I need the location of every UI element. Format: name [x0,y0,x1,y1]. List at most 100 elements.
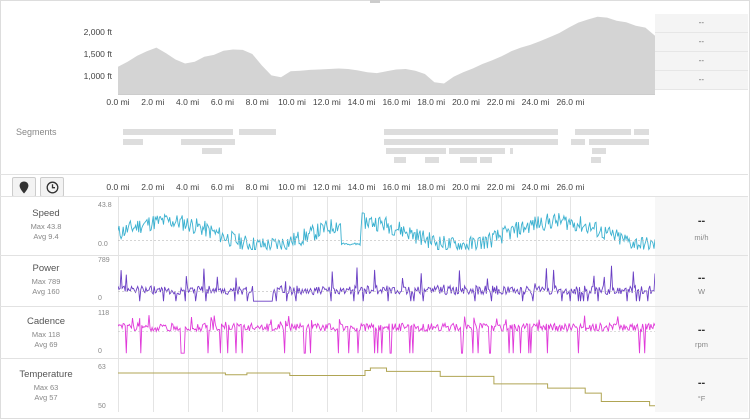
distance-tick-label: 8.0 mi [245,182,269,192]
side-value-3: -- [655,52,748,71]
segment-bar[interactable] [449,148,505,154]
cadence-avg: Avg 69 [34,340,58,349]
distance-tick-label: 22.0 mi [486,182,515,192]
grid-line [396,196,398,412]
segments-title: Segments [16,127,57,137]
cadence-value: -- [697,324,706,336]
segment-bar[interactable] [384,129,558,135]
elevation-baseline [118,94,655,95]
segment-bar[interactable] [425,157,439,163]
segment-bar[interactable] [181,139,235,145]
power-chart[interactable] [118,259,655,304]
cadence-scale-bottom: 0 [98,348,102,355]
distance-tick-label: 0.0 mi [106,182,130,192]
speed-value-box: -- mi/h [655,197,748,255]
distance-tick-label: 18.0 mi [417,97,446,107]
segment-bar[interactable] [460,157,477,163]
speed-label: Speed [32,208,60,219]
elevation-profile-chart[interactable] [118,14,655,94]
segment-bar[interactable] [480,157,492,163]
distance-tick-label: 24.0 mi [521,182,550,192]
power-trace [118,265,655,302]
power-avg: Avg 160 [32,287,60,296]
speed-chart[interactable] [118,200,655,252]
speed-scale-top: 43.8 [98,202,112,209]
time-toggle-button[interactable] [40,177,64,197]
distance-tick-label: 0.0 mi [106,97,130,107]
power-unit: W [697,287,706,296]
cadence-max: Max 118 [31,330,61,339]
segment-bar[interactable] [394,157,406,163]
speed-scale-bottom: 0.0 [98,241,108,248]
grid-line [570,196,572,412]
segment-bar[interactable] [123,139,143,145]
cadence-chart[interactable] [118,311,655,356]
distance-tick-label: 2.0 mi [141,182,165,192]
section-divider [0,196,748,197]
speed-avg: Avg 9.4 [33,232,59,241]
segment-bar[interactable] [634,129,649,135]
grid-line [187,196,189,412]
distance-tick-label: 10.0 mi [278,182,306,192]
elevation-tick-1000: 1,000 ft [83,71,112,81]
grid-line [222,196,224,412]
power-label: Power [32,263,60,274]
power-value: -- [697,272,706,284]
resize-handle[interactable] [370,0,380,3]
section-divider [0,174,748,175]
grid-line [118,196,119,412]
cadence-trace [118,315,655,354]
segment-bar[interactable] [575,129,631,135]
distance-tick-label: 12.0 mi [312,97,341,107]
temperature-avg: Avg 57 [34,393,58,402]
temperature-value: -- [697,377,706,389]
section-divider [0,255,748,256]
location-toggle-button[interactable] [12,177,36,197]
grid-line [466,196,467,412]
segment-bar[interactable] [123,129,233,135]
section-divider [0,306,748,307]
segment-bar[interactable] [591,157,601,163]
segment-bar[interactable] [239,129,276,135]
temperature-value-box: -- °F [655,359,748,412]
cadence-scale-top: 118 [98,310,110,317]
distance-tick-label: 4.0 mi [176,182,200,192]
distance-tick-label: 14.0 mi [347,182,376,192]
clock-icon [46,181,58,193]
side-value-4: -- [655,71,748,90]
segment-bar[interactable] [510,148,513,154]
cadence-value-box: -- rpm [655,307,748,358]
temperature-scale-bottom: 50 [98,403,106,410]
segment-bar[interactable] [589,139,649,145]
segment-bar[interactable] [592,148,606,154]
distance-tick-label: 16.0 mi [382,97,411,107]
grid-line [361,196,363,412]
segment-bar[interactable] [202,148,222,154]
distance-tick-label: 2.0 mi [141,97,165,107]
distance-tick-label: 18.0 mi [417,182,446,192]
temperature-trace [118,367,655,407]
distance-tick-label: 16.0 mi [382,182,411,192]
power-scale-bottom: 0 [98,295,102,302]
cadence-unit: rpm [695,340,708,349]
segment-bar[interactable] [386,148,446,154]
power-scale-top: 789 [98,257,110,264]
temperature-label: Temperature [19,369,73,380]
distance-tick-label: 6.0 mi [210,97,234,107]
speed-unit: mi/h [694,233,709,242]
distance-tick-label: 22.0 mi [486,97,515,107]
distance-tick-label: 24.0 mi [521,97,550,107]
temperature-max: Max 63 [33,383,59,392]
grid-line [535,196,537,412]
distance-tick-label: 20.0 mi [452,97,480,107]
side-value-1: -- [655,14,748,33]
speed-max: Max 43.8 [30,222,62,231]
elevation-area [118,16,655,94]
cadence-label: Cadence [26,316,66,327]
distance-tick-label: 10.0 mi [278,97,306,107]
elevation-tick-2000: 2,000 ft [83,27,112,37]
temperature-chart[interactable] [118,360,655,412]
distance-tick-label: 6.0 mi [210,182,234,192]
segment-bar[interactable] [571,139,585,145]
segment-bar[interactable] [384,139,558,145]
